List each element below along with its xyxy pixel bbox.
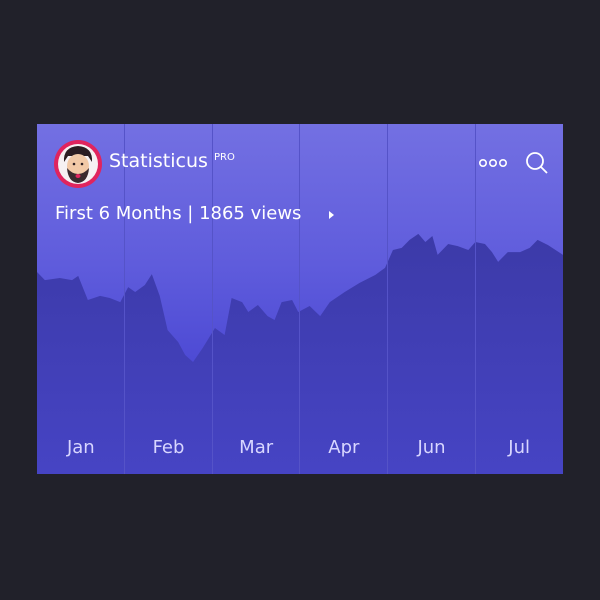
subtitle[interactable]: First 6 Months | 1865 views: [55, 203, 302, 224]
x-tick-label: Apr: [328, 437, 360, 458]
app-name: Statisticus: [109, 150, 208, 172]
avatar[interactable]: [54, 140, 102, 188]
x-tick-label: Mar: [239, 437, 274, 458]
chart: Jan Feb Mar Apr Jun Jul: [37, 124, 563, 474]
more-icon[interactable]: [478, 158, 507, 167]
stats-card: Jan Feb Mar Apr Jun Jul Statisticus PRO First…: [37, 124, 563, 474]
column-dividers: [124, 124, 476, 474]
x-tick-label: Jul: [507, 437, 530, 458]
dropdown-arrow[interactable]: [328, 210, 336, 220]
x-tick-label: Jun: [416, 437, 445, 458]
pro-badge: PRO: [214, 152, 235, 163]
search-icon[interactable]: [526, 152, 548, 174]
x-tick-label: Jan: [66, 437, 95, 458]
x-tick-label: Feb: [153, 437, 185, 458]
